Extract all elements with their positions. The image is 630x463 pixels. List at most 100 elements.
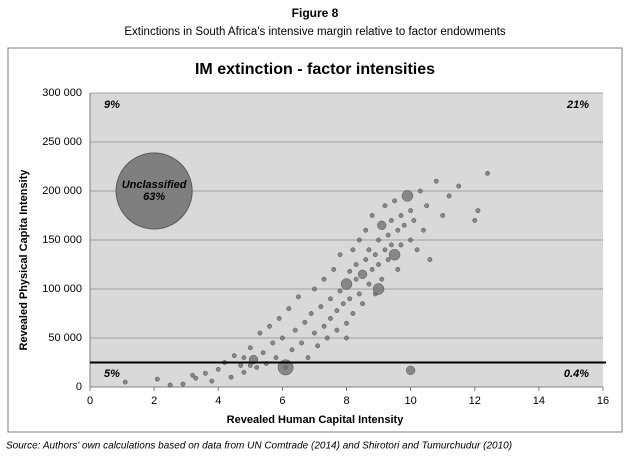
data-point [377,220,387,230]
x-tick-label: 8 [343,395,349,407]
quadrant-label: 9% [104,99,120,111]
data-point [347,296,353,302]
data-point [267,323,272,329]
x-tick-label: 12 [469,395,481,407]
data-point [193,375,199,381]
data-point [340,301,346,307]
x-tick-label: 10 [405,395,417,407]
chart-title: IM extinction - factor intensities [195,61,435,78]
data-point [340,278,353,290]
data-point [350,247,356,253]
data-point [388,248,401,261]
data-point [475,208,481,214]
data-point [167,382,173,388]
data-point [334,327,340,333]
data-point [321,276,327,282]
data-point [273,355,279,360]
data-point [385,232,391,238]
y-tick-label: 250 000 [42,136,82,148]
data-point [190,372,196,378]
data-point [203,370,208,376]
bubble-label: Unclassified [122,179,187,191]
x-axis-label: Revealed Human Capital Intensity [227,414,405,426]
data-point [247,363,253,368]
data-point [388,242,394,248]
y-tick-label: 200 000 [42,185,82,197]
data-point [398,242,404,248]
data-point [312,330,317,336]
data-point [356,291,362,297]
data-point [277,359,294,376]
data-point [241,355,247,360]
data-point [408,237,414,243]
data-point [401,222,407,228]
data-point [388,217,394,223]
data-point [334,308,340,313]
y-tick-label: 50 000 [48,332,82,344]
data-point [344,320,349,326]
x-tick-label: 6 [279,395,285,407]
x-tick-label: 14 [533,395,545,407]
data-point [324,335,330,341]
x-tick-label: 0 [87,395,93,407]
data-point [209,378,215,384]
data-point [440,213,446,218]
data-point [376,262,381,267]
data-point [357,269,368,279]
data-point [270,340,276,346]
data-point [337,252,343,258]
data-point [395,227,401,233]
data-point [376,237,381,243]
y-tick-label: 300 000 [42,87,82,99]
quadrant-label: 0.4% [564,368,589,380]
data-point [247,345,253,351]
data-point [353,276,359,282]
data-point [414,247,420,253]
quadrant-label: 21% [566,99,589,111]
data-point [382,203,388,209]
data-point [433,178,439,184]
data-point [315,343,321,349]
data-point [331,266,337,272]
y-tick-label: 100 000 [42,283,82,295]
data-point [385,257,391,262]
data-point [472,217,478,223]
data-point [299,340,305,346]
data-point [356,237,362,243]
data-point [401,190,414,202]
data-point [318,304,324,310]
data-point [347,268,353,274]
y-tick-label: 0 [76,381,82,393]
data-point [408,208,414,214]
data-point [363,227,369,233]
data-point [395,266,401,272]
data-point [241,369,247,375]
data-point [302,319,308,325]
y-axis-label: Revealed Physical Capita Intensity [18,169,30,351]
data-point [366,247,372,253]
data-point [312,286,317,292]
data-point [257,330,263,336]
x-tick-label: 2 [151,395,157,407]
data-point [456,183,462,189]
data-point [286,306,292,311]
data-point [122,379,128,385]
data-point [328,296,333,302]
data-point [180,381,186,387]
data-point [379,276,385,282]
data-point [321,323,327,329]
x-tick-label: 4 [215,395,221,407]
data-point [360,301,365,307]
data-point [260,350,266,356]
data-point [417,188,423,194]
data-point [228,374,234,380]
data-point [296,294,301,300]
data-point [421,227,426,233]
data-point [353,262,359,267]
data-point [392,198,397,204]
unclassified-bubble [115,152,193,230]
data-point [424,203,430,209]
data-point [292,327,298,333]
x-tick-label: 16 [597,395,609,407]
